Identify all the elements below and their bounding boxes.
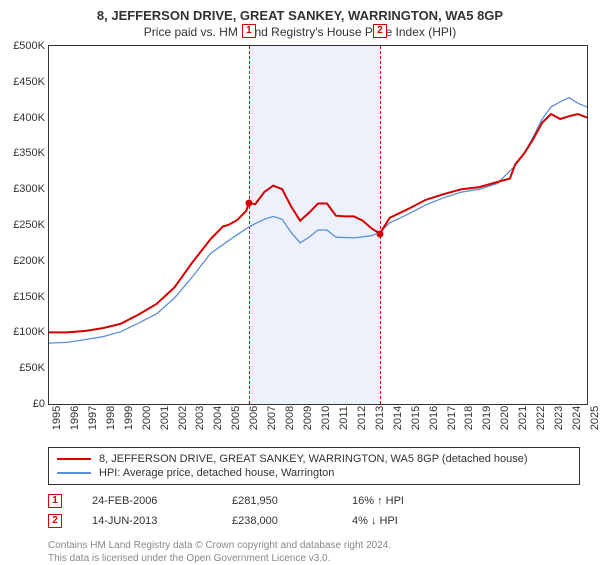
sale-row-1: 1 24-FEB-2006 £281,950 16% ↑ HPI [48,491,580,511]
series-hpi [49,98,587,344]
sale-marker-box: 1 [48,494,62,508]
legend: 8, JEFFERSON DRIVE, GREAT SANKEY, WARRIN… [48,447,580,485]
sale-marker-1: 1 [242,24,256,38]
sale-marker-box: 2 [48,514,62,528]
footer-line-1: Contains HM Land Registry data © Crown c… [48,539,580,552]
y-axis-label: £0 [33,398,45,410]
chart-plot-area: £0£50K£100K£150K£200K£250K£300K£350K£400… [48,45,588,405]
sale-price: £281,950 [232,495,322,507]
y-axis-label: £300K [13,183,45,195]
x-axis-label: 2025 [587,396,600,420]
y-axis-label: £500K [13,40,45,52]
legend-swatch [57,472,91,474]
y-axis-label: £250K [13,219,45,231]
sale-marker-2: 2 [373,24,387,38]
legend-swatch [57,458,91,460]
sales-table: 1 24-FEB-2006 £281,950 16% ↑ HPI 2 14-JUN-201… [48,491,580,531]
y-axis-label: £100K [13,326,45,338]
y-axis-label: £450K [13,76,45,88]
chart-subtitle: Price paid vs. HM Land Registry's House … [0,23,600,45]
y-axis-label: £400K [13,112,45,124]
sale-price: £238,000 [232,515,322,527]
sale-row-2: 2 14-JUN-2013 £238,000 4% ↓ HPI [48,511,580,531]
y-axis-label: £50K [19,362,45,374]
chart-title: 8, JEFFERSON DRIVE, GREAT SANKEY, WARRIN… [0,0,600,23]
series-property [49,114,587,332]
line-series-svg [49,46,587,404]
y-axis-label: £150K [13,291,45,303]
y-axis-label: £350K [13,147,45,159]
sale-date: 24-FEB-2006 [92,495,202,507]
legend-row-property: 8, JEFFERSON DRIVE, GREAT SANKEY, WARRIN… [57,452,571,466]
legend-row-hpi: HPI: Average price, detached house, Warr… [57,466,571,480]
sale-delta: 4% ↓ HPI [352,515,398,527]
sale-date: 14-JUN-2013 [92,515,202,527]
footer-line-2: This data is licensed under the Open Gov… [48,552,580,565]
legend-label: HPI: Average price, detached house, Warr… [99,467,334,479]
sale-delta: 16% ↑ HPI [352,495,404,507]
footer-attribution: Contains HM Land Registry data © Crown c… [48,539,580,565]
legend-label: 8, JEFFERSON DRIVE, GREAT SANKEY, WARRIN… [99,453,528,465]
y-axis-label: £200K [13,255,45,267]
